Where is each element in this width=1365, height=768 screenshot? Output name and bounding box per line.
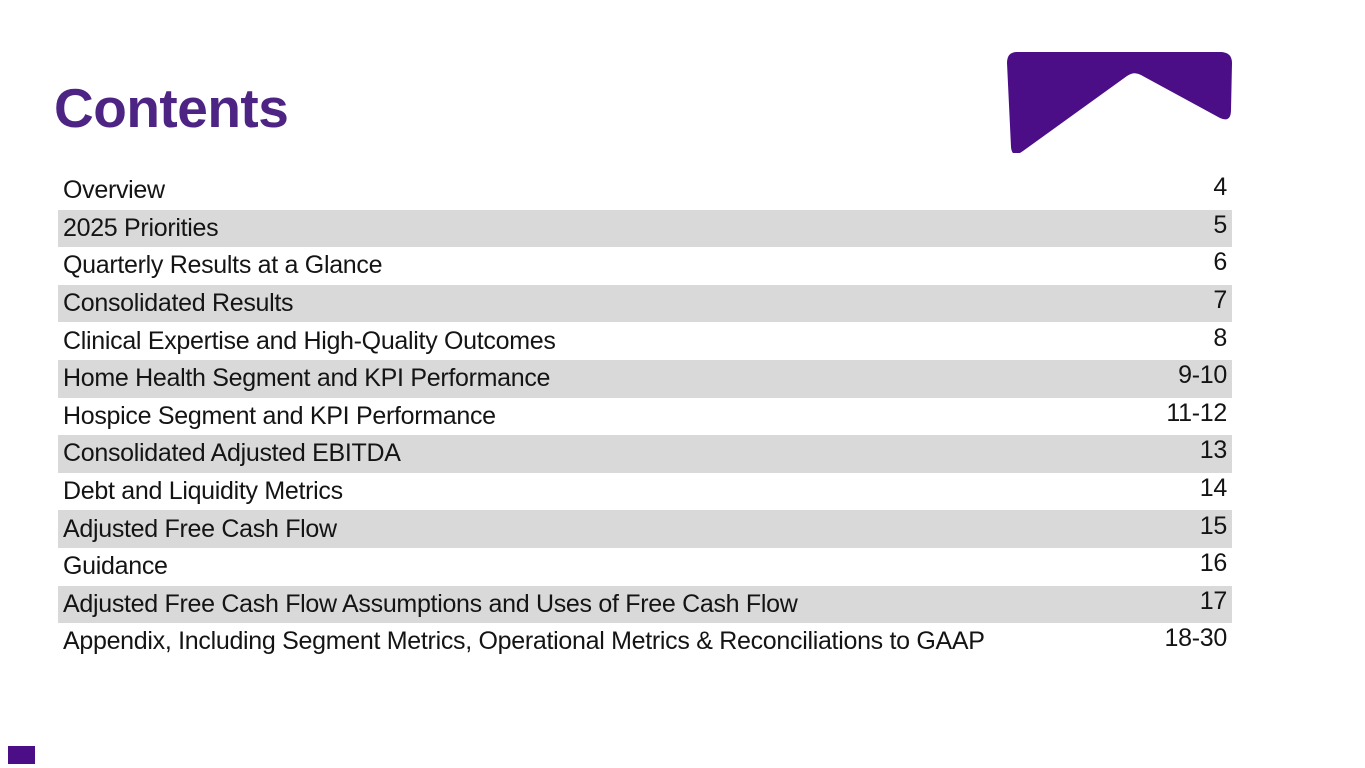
roof-chevron-shape <box>1007 52 1232 155</box>
toc-item-label: Debt and Liquidity Metrics <box>63 477 343 506</box>
footer-accent-bar <box>8 746 35 764</box>
toc-item-label: Appendix, Including Segment Metrics, Ope… <box>63 627 985 656</box>
toc-item-page: 8 <box>1213 323 1227 352</box>
toc-item-label: Consolidated Adjusted EBITDA <box>63 439 401 468</box>
toc-item-page: 17 <box>1199 586 1228 615</box>
page-title: Contents <box>54 76 289 139</box>
toc-item-label: Guidance <box>63 552 168 581</box>
toc-item-label: Quarterly Results at a Glance <box>63 251 383 280</box>
toc-item-page: 15 <box>1199 511 1228 540</box>
brand-logo <box>1007 52 1232 155</box>
toc-item-label: Adjusted Free Cash Flow <box>63 514 337 543</box>
toc-row[interactable]: Home Health Segment and KPI Performance 9… <box>58 359 1232 398</box>
roof-chevron-icon <box>1007 52 1232 155</box>
toc-item-page: 5 <box>1213 210 1227 239</box>
toc-item-page: 14 <box>1199 474 1228 503</box>
toc-item-label: Hospice Segment and KPI Performance <box>63 401 496 430</box>
toc-item-page: 6 <box>1213 248 1227 277</box>
toc-item-page: 11-12 <box>1166 398 1227 427</box>
toc-row[interactable]: Adjusted Free Cash Flow 15 <box>58 510 1232 548</box>
toc-row[interactable]: Guidance 16 <box>58 548 1232 586</box>
toc-item-label: 2025 Priorities <box>63 213 219 242</box>
toc-item-page: 4 <box>1213 173 1227 202</box>
toc-item-page: 7 <box>1213 286 1227 315</box>
toc-row[interactable]: Hospice Segment and KPI Performance 11-12 <box>58 398 1232 436</box>
toc-row[interactable]: Consolidated Adjusted EBITDA 13 <box>58 435 1232 473</box>
toc-item-label: Home Health Segment and KPI Performance <box>63 364 551 393</box>
toc-item-label: Adjusted Free Cash Flow Assumptions and … <box>63 589 798 618</box>
toc-row[interactable]: Consolidated Results 7 <box>58 284 1232 323</box>
toc-row[interactable]: Appendix, Including Segment Metrics, Ope… <box>58 623 1232 661</box>
toc-item-label: Clinical Expertise and High-Quality Outc… <box>63 326 556 355</box>
toc-item-page: 18-30 <box>1164 624 1228 653</box>
toc-item-page: 16 <box>1199 549 1228 578</box>
toc-item-page: 9-10 <box>1178 361 1227 390</box>
toc-row[interactable]: Clinical Expertise and High-Quality Outc… <box>58 322 1232 360</box>
toc-row[interactable]: Adjusted Free Cash Flow Assumptions and … <box>58 585 1232 624</box>
toc-row[interactable]: Debt and Liquidity Metrics 14 <box>58 473 1232 511</box>
toc-item-label: Consolidated Results <box>63 289 294 318</box>
toc-row[interactable]: Overview 4 <box>58 172 1232 210</box>
table-of-contents: Overview 4 2025 Priorities 5 Quarterly Resul… <box>58 172 1232 661</box>
toc-item-page: 13 <box>1199 436 1228 465</box>
toc-row[interactable]: 2025 Priorities 5 <box>58 209 1232 248</box>
toc-row[interactable]: Quarterly Results at a Glance 6 <box>58 247 1232 285</box>
toc-item-label: Overview <box>63 176 165 205</box>
